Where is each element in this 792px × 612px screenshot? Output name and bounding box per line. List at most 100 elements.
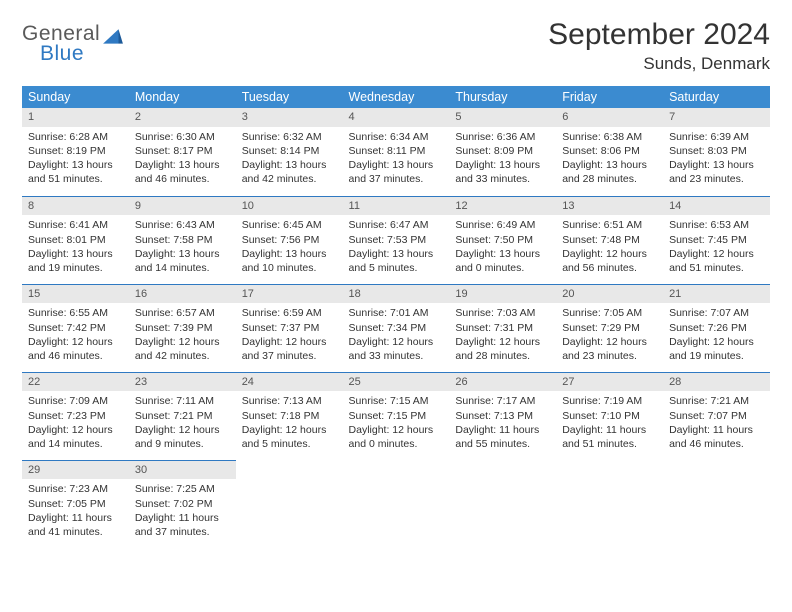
calendar-cell: .. (236, 460, 343, 548)
day-content: Sunrise: 6:34 AMSunset: 8:11 PMDaylight:… (343, 127, 450, 193)
daylight-line: Daylight: 12 hours and 46 minutes. (28, 335, 123, 363)
sunrise-line: Sunrise: 6:53 AM (669, 218, 764, 232)
day-content: Sunrise: 7:15 AMSunset: 7:15 PMDaylight:… (343, 391, 450, 457)
day-content: Sunrise: 7:17 AMSunset: 7:13 PMDaylight:… (449, 391, 556, 457)
daylight-line: Daylight: 12 hours and 0 minutes. (349, 423, 444, 451)
sunset-line: Sunset: 8:03 PM (669, 144, 764, 158)
sunset-line: Sunset: 7:02 PM (135, 497, 230, 511)
day-number: 25 (343, 373, 450, 392)
month-title: September 2024 (548, 18, 770, 52)
day-number: 15 (22, 285, 129, 304)
calendar-cell: 16Sunrise: 6:57 AMSunset: 7:39 PMDayligh… (129, 284, 236, 372)
calendar-weekday-header: SundayMondayTuesdayWednesdayThursdayFrid… (22, 86, 770, 108)
weekday-header-friday: Friday (556, 86, 663, 108)
day-number: 5 (449, 108, 556, 127)
calendar-cell: 5Sunrise: 6:36 AMSunset: 8:09 PMDaylight… (449, 108, 556, 196)
day-content: Sunrise: 6:55 AMSunset: 7:42 PMDaylight:… (22, 303, 129, 369)
sunset-line: Sunset: 7:05 PM (28, 497, 123, 511)
daylight-line: Daylight: 12 hours and 37 minutes. (242, 335, 337, 363)
day-content: Sunrise: 6:47 AMSunset: 7:53 PMDaylight:… (343, 215, 450, 281)
calendar-cell: 19Sunrise: 7:03 AMSunset: 7:31 PMDayligh… (449, 284, 556, 372)
sunset-line: Sunset: 7:13 PM (455, 409, 550, 423)
weekday-header-saturday: Saturday (663, 86, 770, 108)
calendar-cell: 20Sunrise: 7:05 AMSunset: 7:29 PMDayligh… (556, 284, 663, 372)
daylight-line: Daylight: 13 hours and 46 minutes. (135, 158, 230, 186)
day-number: 7 (663, 108, 770, 127)
sunrise-line: Sunrise: 6:39 AM (669, 130, 764, 144)
day-content: Sunrise: 6:30 AMSunset: 8:17 PMDaylight:… (129, 127, 236, 193)
calendar-cell: 27Sunrise: 7:19 AMSunset: 7:10 PMDayligh… (556, 372, 663, 460)
day-content: Sunrise: 7:11 AMSunset: 7:21 PMDaylight:… (129, 391, 236, 457)
daylight-line: Daylight: 12 hours and 14 minutes. (28, 423, 123, 451)
calendar-cell: 28Sunrise: 7:21 AMSunset: 7:07 PMDayligh… (663, 372, 770, 460)
calendar-cell: 14Sunrise: 6:53 AMSunset: 7:45 PMDayligh… (663, 196, 770, 284)
calendar-cell: 7Sunrise: 6:39 AMSunset: 8:03 PMDaylight… (663, 108, 770, 196)
sunrise-line: Sunrise: 6:59 AM (242, 306, 337, 320)
daylight-line: Daylight: 13 hours and 5 minutes. (349, 247, 444, 275)
day-number: 1 (22, 108, 129, 127)
day-number: 21 (663, 285, 770, 304)
daylight-line: Daylight: 12 hours and 56 minutes. (562, 247, 657, 275)
day-content: Sunrise: 7:01 AMSunset: 7:34 PMDaylight:… (343, 303, 450, 369)
day-number: 8 (22, 197, 129, 216)
day-number: 11 (343, 197, 450, 216)
day-number: 23 (129, 373, 236, 392)
daylight-line: Daylight: 12 hours and 5 minutes. (242, 423, 337, 451)
sunrise-line: Sunrise: 7:13 AM (242, 394, 337, 408)
sunset-line: Sunset: 7:10 PM (562, 409, 657, 423)
sunrise-line: Sunrise: 6:55 AM (28, 306, 123, 320)
day-number: 3 (236, 108, 343, 127)
day-number: 16 (129, 285, 236, 304)
sunrise-line: Sunrise: 7:15 AM (349, 394, 444, 408)
calendar-cell: 8Sunrise: 6:41 AMSunset: 8:01 PMDaylight… (22, 196, 129, 284)
calendar-cell: 13Sunrise: 6:51 AMSunset: 7:48 PMDayligh… (556, 196, 663, 284)
sunrise-line: Sunrise: 6:34 AM (349, 130, 444, 144)
weekday-header-tuesday: Tuesday (236, 86, 343, 108)
calendar-cell: 10Sunrise: 6:45 AMSunset: 7:56 PMDayligh… (236, 196, 343, 284)
sunset-line: Sunset: 7:29 PM (562, 321, 657, 335)
calendar-cell: 22Sunrise: 7:09 AMSunset: 7:23 PMDayligh… (22, 372, 129, 460)
sunset-line: Sunset: 7:50 PM (455, 233, 550, 247)
day-number: 27 (556, 373, 663, 392)
sunset-line: Sunset: 7:37 PM (242, 321, 337, 335)
sunrise-line: Sunrise: 7:05 AM (562, 306, 657, 320)
logo-triangle-icon (102, 26, 124, 48)
sunrise-line: Sunrise: 6:49 AM (455, 218, 550, 232)
sunset-line: Sunset: 7:23 PM (28, 409, 123, 423)
sunrise-line: Sunrise: 7:03 AM (455, 306, 550, 320)
calendar-cell: 15Sunrise: 6:55 AMSunset: 7:42 PMDayligh… (22, 284, 129, 372)
sunset-line: Sunset: 7:07 PM (669, 409, 764, 423)
sunrise-line: Sunrise: 7:19 AM (562, 394, 657, 408)
sunrise-line: Sunrise: 6:30 AM (135, 130, 230, 144)
daylight-line: Daylight: 13 hours and 10 minutes. (242, 247, 337, 275)
daylight-line: Daylight: 12 hours and 51 minutes. (669, 247, 764, 275)
day-number: 14 (663, 197, 770, 216)
weekday-header-monday: Monday (129, 86, 236, 108)
day-content: Sunrise: 6:39 AMSunset: 8:03 PMDaylight:… (663, 127, 770, 193)
sunset-line: Sunset: 8:11 PM (349, 144, 444, 158)
calendar-cell: .. (449, 460, 556, 548)
sunset-line: Sunset: 7:26 PM (669, 321, 764, 335)
sunset-line: Sunset: 8:19 PM (28, 144, 123, 158)
calendar-cell: 25Sunrise: 7:15 AMSunset: 7:15 PMDayligh… (343, 372, 450, 460)
sunset-line: Sunset: 8:01 PM (28, 233, 123, 247)
calendar-cell: 24Sunrise: 7:13 AMSunset: 7:18 PMDayligh… (236, 372, 343, 460)
daylight-line: Daylight: 13 hours and 51 minutes. (28, 158, 123, 186)
day-content: Sunrise: 6:45 AMSunset: 7:56 PMDaylight:… (236, 215, 343, 281)
daylight-line: Daylight: 12 hours and 42 minutes. (135, 335, 230, 363)
day-number: 20 (556, 285, 663, 304)
day-content: Sunrise: 7:23 AMSunset: 7:05 PMDaylight:… (22, 479, 129, 545)
day-number: 10 (236, 197, 343, 216)
sunrise-line: Sunrise: 6:38 AM (562, 130, 657, 144)
calendar-cell: 29Sunrise: 7:23 AMSunset: 7:05 PMDayligh… (22, 460, 129, 548)
day-content: Sunrise: 6:28 AMSunset: 8:19 PMDaylight:… (22, 127, 129, 193)
sunset-line: Sunset: 7:48 PM (562, 233, 657, 247)
day-number: 28 (663, 373, 770, 392)
day-content: Sunrise: 6:57 AMSunset: 7:39 PMDaylight:… (129, 303, 236, 369)
sunrise-line: Sunrise: 6:41 AM (28, 218, 123, 232)
daylight-line: Daylight: 12 hours and 9 minutes. (135, 423, 230, 451)
sunrise-line: Sunrise: 6:36 AM (455, 130, 550, 144)
calendar-cell: .. (556, 460, 663, 548)
sunrise-line: Sunrise: 7:17 AM (455, 394, 550, 408)
sunset-line: Sunset: 7:31 PM (455, 321, 550, 335)
